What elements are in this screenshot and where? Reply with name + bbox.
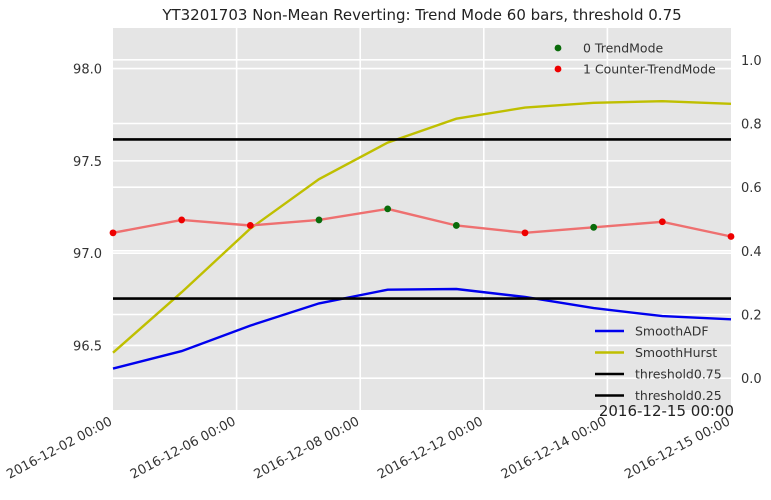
series-line-smoothadf — [112, 287, 732, 370]
scatter-legend-marker — [554, 65, 562, 73]
x-tick-label: 2016-12-06 00:00 — [128, 414, 238, 482]
price-point — [521, 229, 529, 237]
left-axis: 96.5 97.0 97.5 98.0 — [73, 63, 102, 355]
series-line-smoothhurst — [112, 99, 732, 354]
scatter-legend-label: 0 TrendMode — [583, 41, 664, 56]
price-layer — [109, 205, 735, 240]
scatter-legend-label: 1 Counter-TrendMode — [583, 62, 716, 77]
right-tick-label: 0.0 — [741, 372, 762, 387]
price-line — [112, 207, 732, 238]
x-axis-corner-label: 2016-12-15 00:00 — [599, 402, 734, 420]
price-point — [452, 222, 460, 229]
scatter-legend: 0 TrendMode 1 Counter-TrendMode — [554, 41, 716, 77]
grid — [113, 28, 731, 410]
x-axis: 2016-12-02 00:00 2016-12-06 00:00 2016-12-… — [4, 414, 732, 482]
line-legend-label: SmoothHurst — [635, 345, 717, 360]
right-tick-label: 0.6 — [741, 181, 762, 196]
x-tick-label: 2016-12-15 00:00 — [622, 414, 732, 482]
price-point — [590, 223, 598, 231]
scatter-legend-marker — [554, 44, 562, 52]
left-tick-label: 97.0 — [73, 247, 102, 262]
price-point — [727, 233, 735, 240]
price-point — [178, 216, 186, 224]
x-tick-label: 2016-12-08 00:00 — [252, 414, 362, 482]
price-point — [315, 216, 323, 224]
right-tick-label: 0.2 — [741, 309, 762, 324]
x-tick-label: 2016-12-14 00:00 — [499, 414, 609, 482]
right-tick-label: 0.4 — [741, 245, 762, 260]
plot-background — [113, 28, 731, 410]
chart-title: YT3201703 Non-Mean Reverting: Trend Mode… — [161, 6, 681, 24]
left-tick-label: 98.0 — [73, 63, 102, 78]
price-point — [658, 218, 666, 226]
right-axis: 0.0 0.2 0.4 0.6 0.8 1.0 — [741, 54, 762, 387]
right-tick-label: 0.8 — [741, 118, 762, 133]
line-legend-label: threshold0.75 — [635, 367, 722, 382]
price-point — [384, 205, 392, 213]
left-tick-label: 97.5 — [73, 155, 102, 170]
line-legend-label: threshold0.25 — [635, 388, 722, 403]
price-point — [109, 229, 117, 237]
left-tick-label: 96.5 — [73, 339, 102, 354]
x-tick-label: 2016-12-02 00:00 — [4, 414, 114, 482]
line-legend-label: SmoothADF — [635, 324, 709, 339]
right-tick-label: 1.0 — [741, 54, 762, 69]
x-tick-label: 2016-12-12 00:00 — [375, 414, 485, 482]
line-legend: SmoothADF SmoothHurst threshold0.75 thresho… — [595, 324, 722, 403]
series-layer — [112, 99, 732, 370]
price-point — [246, 222, 254, 229]
